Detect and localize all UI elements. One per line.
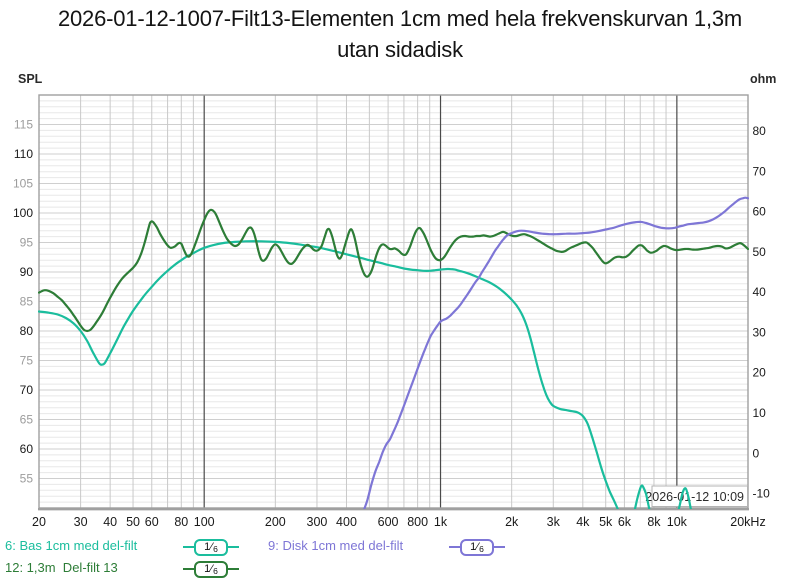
smoothing-fraction-numerator: 1 <box>204 540 211 553</box>
left-axis-tick-label: 105 <box>13 177 33 191</box>
legend-smoothing-disk[interactable]: 1 ⁄ 6 <box>449 537 505 557</box>
series-curves <box>38 196 749 509</box>
right-axis-tick-label: 40 <box>753 285 767 299</box>
chart-title: 2026-01-12-1007-Filt13-Elementen 1cm med… <box>0 3 800 65</box>
left-axis-tick-label: 80 <box>20 324 34 338</box>
x-axis-tick-label: 200 <box>265 515 286 529</box>
chart-title-line2: utan sidadisk <box>337 37 463 62</box>
right-axis-tick-label: 20 <box>753 366 767 380</box>
series-curve-2 <box>363 196 749 509</box>
smoothing-badge: 1 ⁄ 6 <box>194 560 228 578</box>
smoothing-fraction-slash: ⁄ <box>476 540 479 553</box>
x-axis-tick-label: 5k <box>599 515 613 529</box>
left-axis-tick-label: 60 <box>20 442 34 456</box>
x-axis-tick-label: 60 <box>145 515 159 529</box>
x-axis-tick-label: 400 <box>336 515 357 529</box>
timestamp-label: 2026-01-12 10:09 <box>645 490 744 504</box>
x-axis-tick-label: 30 <box>74 515 88 529</box>
legend-line-stub <box>228 545 239 549</box>
legend-line-stub <box>228 567 239 571</box>
x-axis-tick-label: 100 <box>194 515 215 529</box>
legend-label-delfilt13[interactable]: 12: 1,3m Del-filt 13 <box>5 560 118 575</box>
x-axis-tick-label: 20 <box>32 515 46 529</box>
smoothing-fraction-denominator: 6 <box>213 543 218 554</box>
smoothing-badge: 1 ⁄ 6 <box>460 538 494 556</box>
left-axis-tick-label: 85 <box>20 295 34 309</box>
left-axis-tick-label: 75 <box>20 354 34 368</box>
right-axis-tick-label: 30 <box>753 325 767 339</box>
smoothing-fraction-denominator: 6 <box>479 543 484 554</box>
smoothing-fraction-slash: ⁄ <box>210 540 213 553</box>
right-axis-tick-label: 10 <box>753 406 767 420</box>
smoothing-fraction-numerator: 1 <box>470 540 477 553</box>
x-axis-tick-label: 600 <box>378 515 399 529</box>
legend-line-stub <box>183 567 194 571</box>
left-axis-tick-label: 90 <box>20 265 34 279</box>
x-axis-tick-label: 6k <box>618 515 632 529</box>
legend-line-stub <box>449 545 460 549</box>
grid <box>38 94 749 511</box>
left-axis-tick-label: 55 <box>20 472 34 486</box>
x-axis-tick-label: 20kHz <box>730 515 765 529</box>
legend-label-bas[interactable]: 6: Bas 1cm med del-filt <box>5 538 138 553</box>
right-axis-tick-label: 0 <box>753 446 760 460</box>
legend-label-disk[interactable]: 9: Disk 1cm med del-filt <box>268 538 404 553</box>
left-axis-tick-label: 70 <box>20 383 34 397</box>
x-axis-tick-label: 10k <box>667 515 688 529</box>
smoothing-badge: 1 ⁄ 6 <box>194 538 228 556</box>
x-axis-tick-label: 40 <box>103 515 117 529</box>
left-axis-tick-label: 110 <box>14 147 33 161</box>
left-axis-tick-label: 95 <box>20 236 34 250</box>
x-axis-tick-label: 4k <box>576 515 590 529</box>
x-axis-tick-label: 3k <box>547 515 561 529</box>
left-axis-unit-label: SPL <box>18 72 43 86</box>
chart-title-line1: 2026-01-12-1007-Filt13-Elementen 1cm med… <box>57 6 743 31</box>
right-axis-tick-label: -10 <box>753 487 771 501</box>
right-axis-tick-label: 80 <box>753 124 767 138</box>
timestamp-box: 2026-01-12 10:09 <box>645 485 748 507</box>
smoothing-fraction-numerator: 1 <box>204 562 211 575</box>
x-axis-tick-label: 8k <box>647 515 661 529</box>
x-axis-tick-label: 800 <box>407 515 428 529</box>
left-axis-tick-label: 65 <box>20 413 34 427</box>
x-axis-tick-label: 2k <box>505 515 519 529</box>
smoothing-fraction-slash: ⁄ <box>210 562 213 575</box>
x-axis-tick-label: 1k <box>434 515 448 529</box>
legend-line-stub <box>494 545 505 549</box>
series-curve-1 <box>38 208 749 333</box>
legend-line-stub <box>183 545 194 549</box>
axis-tick-labels: 1151101051009590858075706560558070605040… <box>13 118 770 530</box>
right-axis-tick-label: 70 <box>753 164 767 178</box>
x-axis-tick-label: 300 <box>307 515 328 529</box>
right-axis-tick-label: 60 <box>753 205 767 219</box>
left-axis-tick-label: 100 <box>13 206 33 220</box>
series-curve-0 <box>38 240 692 509</box>
right-axis-unit-label: ohm <box>750 72 777 86</box>
left-axis-tick-label: 115 <box>14 118 33 132</box>
legend-smoothing-delfilt13[interactable]: 1 ⁄ 6 <box>183 559 239 579</box>
x-axis-tick-label: 50 <box>126 515 140 529</box>
right-axis-tick-label: 50 <box>753 245 767 259</box>
legend-smoothing-bas[interactable]: 1 ⁄ 6 <box>183 537 239 557</box>
x-axis-tick-label: 80 <box>174 515 188 529</box>
smoothing-fraction-denominator: 6 <box>213 565 218 576</box>
